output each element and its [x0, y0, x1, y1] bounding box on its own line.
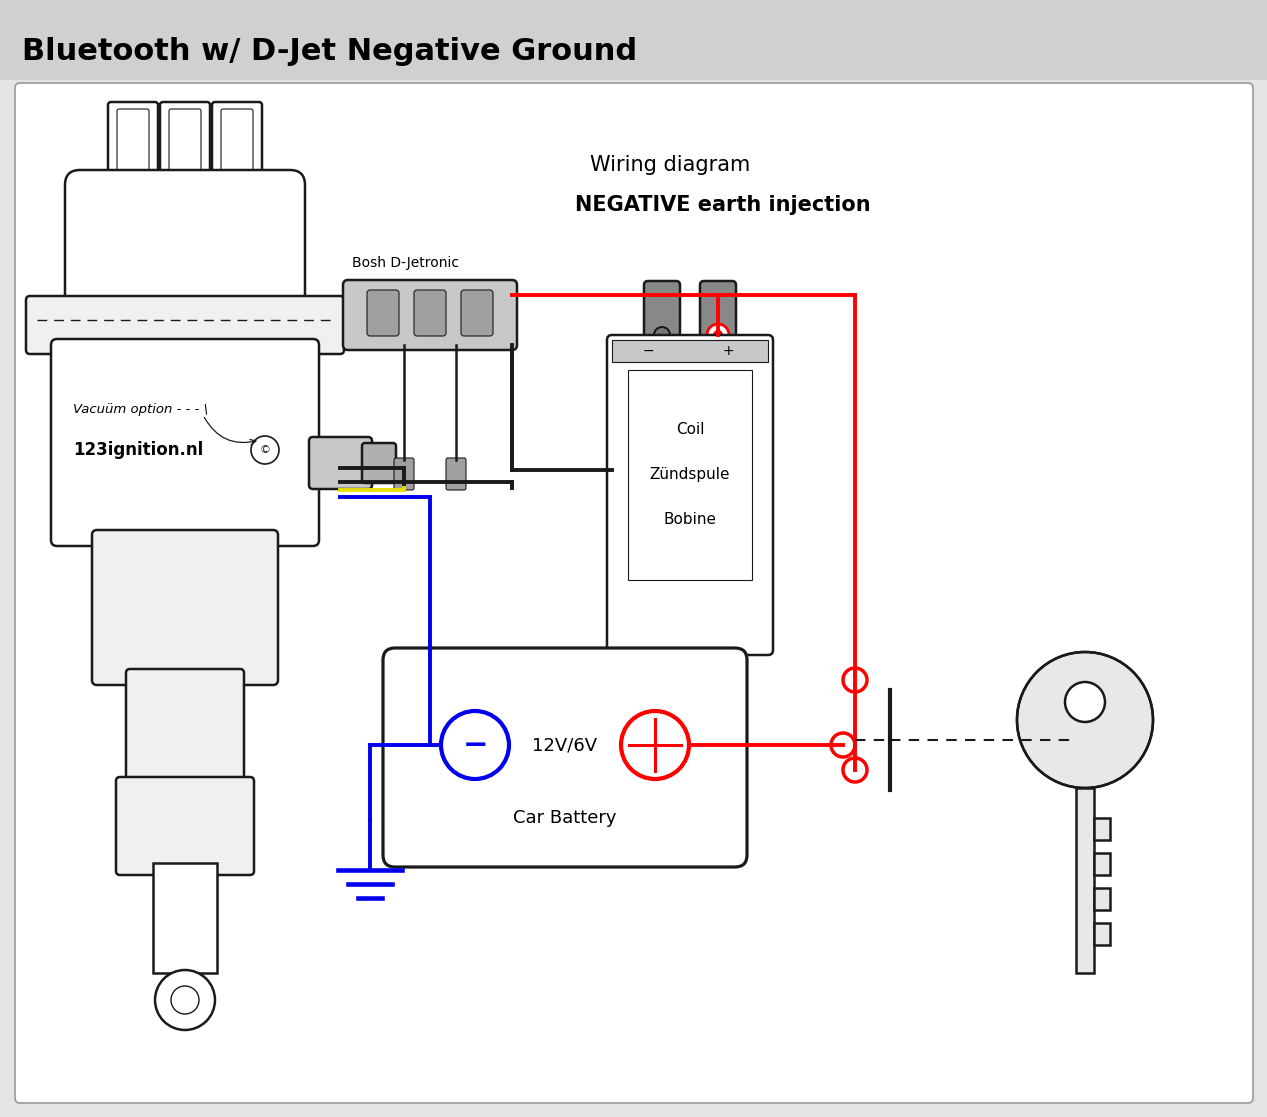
FancyBboxPatch shape [117, 777, 253, 875]
Text: 12V/6V: 12V/6V [532, 736, 598, 754]
Text: 123ignition.nl: 123ignition.nl [73, 441, 203, 459]
Text: Bobine: Bobine [664, 513, 717, 527]
FancyBboxPatch shape [160, 102, 210, 193]
FancyBboxPatch shape [612, 340, 768, 362]
FancyBboxPatch shape [153, 863, 217, 973]
FancyBboxPatch shape [65, 170, 305, 330]
FancyBboxPatch shape [343, 280, 517, 350]
Circle shape [621, 712, 689, 779]
FancyBboxPatch shape [644, 281, 680, 344]
FancyBboxPatch shape [367, 290, 399, 336]
Text: Coil: Coil [675, 422, 704, 438]
Circle shape [1017, 652, 1153, 787]
FancyBboxPatch shape [461, 290, 493, 336]
Text: NEGATIVE earth injection: NEGATIVE earth injection [575, 195, 870, 214]
Circle shape [707, 324, 729, 346]
FancyBboxPatch shape [125, 669, 245, 792]
Text: Car Battery: Car Battery [513, 809, 617, 827]
FancyBboxPatch shape [607, 335, 773, 655]
FancyBboxPatch shape [309, 437, 372, 489]
FancyBboxPatch shape [1093, 818, 1110, 840]
FancyBboxPatch shape [362, 443, 397, 483]
FancyBboxPatch shape [169, 109, 201, 181]
Circle shape [843, 668, 867, 693]
Text: Bosh D-Jetronic: Bosh D-Jetronic [352, 256, 459, 270]
FancyBboxPatch shape [383, 648, 748, 867]
FancyBboxPatch shape [92, 529, 277, 685]
FancyBboxPatch shape [117, 109, 150, 181]
FancyBboxPatch shape [212, 102, 262, 193]
Text: −: − [462, 731, 488, 760]
FancyBboxPatch shape [1093, 853, 1110, 875]
Circle shape [654, 327, 670, 343]
Text: Wiring diagram: Wiring diagram [590, 155, 750, 175]
FancyBboxPatch shape [1076, 787, 1093, 973]
Circle shape [843, 758, 867, 782]
Circle shape [251, 436, 279, 464]
Circle shape [713, 330, 723, 340]
Circle shape [1066, 682, 1105, 722]
FancyBboxPatch shape [220, 109, 253, 181]
Circle shape [441, 712, 509, 779]
Text: Vacuüm option - - - \: Vacuüm option - - - \ [73, 403, 208, 417]
FancyBboxPatch shape [446, 458, 466, 490]
Circle shape [171, 986, 199, 1014]
FancyBboxPatch shape [15, 83, 1253, 1102]
Text: −: − [642, 344, 654, 359]
FancyBboxPatch shape [414, 290, 446, 336]
Text: ©: © [260, 445, 270, 455]
Text: +: + [722, 344, 734, 359]
FancyBboxPatch shape [628, 370, 753, 580]
FancyBboxPatch shape [0, 0, 1267, 80]
Text: Zündspule: Zündspule [650, 468, 730, 483]
Text: Bluetooth w/ D-Jet Negative Ground: Bluetooth w/ D-Jet Negative Ground [22, 38, 637, 67]
FancyBboxPatch shape [108, 102, 158, 193]
Circle shape [831, 733, 855, 757]
FancyBboxPatch shape [1093, 923, 1110, 945]
FancyBboxPatch shape [699, 281, 736, 344]
FancyBboxPatch shape [51, 338, 319, 546]
Circle shape [155, 970, 215, 1030]
FancyBboxPatch shape [394, 458, 414, 490]
FancyBboxPatch shape [27, 296, 345, 354]
FancyBboxPatch shape [1093, 888, 1110, 910]
